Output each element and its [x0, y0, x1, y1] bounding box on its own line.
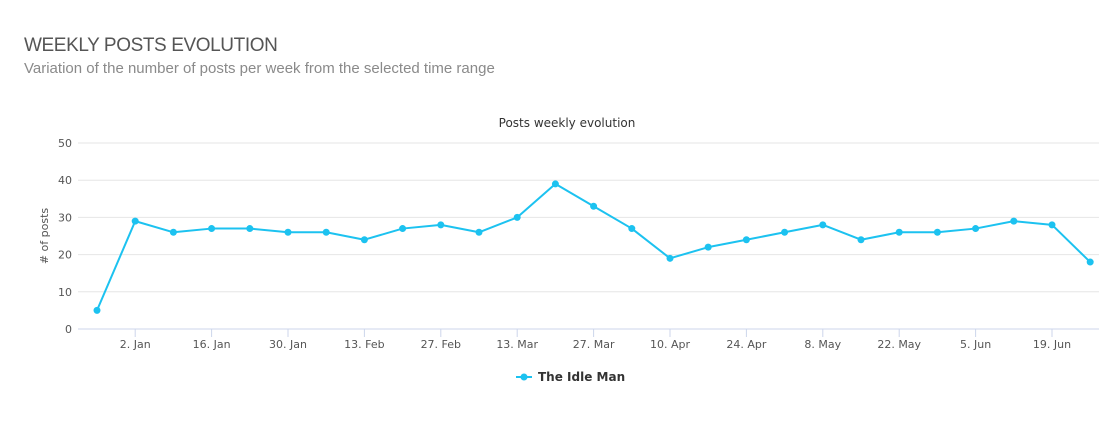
- data-point[interactable]: [1010, 217, 1018, 225]
- legend-marker: [520, 373, 528, 381]
- y-tick-label: 30: [58, 211, 72, 224]
- data-point[interactable]: [399, 225, 407, 233]
- data-point[interactable]: [246, 225, 254, 233]
- x-tick-label: 27. Feb: [421, 338, 461, 351]
- data-point[interactable]: [1048, 221, 1056, 229]
- y-tick-label: 40: [58, 174, 72, 187]
- legend-label[interactable]: The Idle Man: [538, 370, 625, 384]
- y-tick-label: 20: [58, 249, 72, 262]
- data-point[interactable]: [781, 228, 789, 236]
- x-tick-label: 13. Feb: [344, 338, 384, 351]
- data-point[interactable]: [819, 221, 827, 229]
- x-tick-label: 2. Jan: [120, 338, 151, 351]
- gridlines: [78, 142, 1099, 330]
- x-tick-label: 19. Jun: [1033, 338, 1071, 351]
- data-point[interactable]: [742, 236, 750, 244]
- y-tick-label: 10: [58, 286, 72, 299]
- data-point[interactable]: [131, 217, 139, 225]
- data-point[interactable]: [360, 236, 368, 244]
- data-point[interactable]: [437, 221, 445, 229]
- data-point[interactable]: [972, 225, 980, 233]
- data-point[interactable]: [513, 213, 521, 221]
- x-tick-label: 22. May: [877, 338, 921, 351]
- data-point[interactable]: [284, 228, 292, 236]
- data-point[interactable]: [208, 225, 216, 233]
- data-point[interactable]: [1086, 258, 1094, 266]
- page-subtitle: Variation of the number of posts per wee…: [24, 60, 495, 77]
- data-point[interactable]: [169, 228, 177, 236]
- page-header: WEEKLY POSTS EVOLUTION Variation of the …: [24, 35, 495, 79]
- chart-title: Posts weekly evolution: [499, 116, 636, 130]
- y-axis-label: # of posts: [38, 208, 51, 265]
- legend[interactable]: The Idle Man: [516, 370, 625, 384]
- y-tick-label: 0: [65, 323, 72, 336]
- page-title: WEEKLY POSTS EVOLUTION: [24, 35, 278, 56]
- data-point[interactable]: [322, 228, 330, 236]
- x-tick-label: 5. Jun: [960, 338, 991, 351]
- x-axis-ticks: 2. Jan 16. Jan 30. Jan 13. Feb 27. Feb 13. Ma…: [120, 329, 1071, 351]
- y-axis-ticks: 0 10 20 30 40 50: [58, 137, 72, 336]
- x-tick-label: 8. May: [804, 338, 841, 351]
- x-tick-label: 30. Jan: [269, 338, 307, 351]
- data-point[interactable]: [93, 306, 101, 314]
- data-point[interactable]: [590, 202, 598, 210]
- x-tick-label: 16. Jan: [193, 338, 231, 351]
- x-tick-label: 24. Apr: [726, 338, 766, 351]
- data-point[interactable]: [666, 254, 674, 262]
- series-the-idle-man: [93, 180, 1094, 314]
- y-tick-label: 50: [58, 137, 72, 150]
- data-point[interactable]: [551, 180, 559, 188]
- x-tick-label: 13. Mar: [496, 338, 538, 351]
- x-tick-label: 10. Apr: [650, 338, 690, 351]
- data-point[interactable]: [933, 228, 941, 236]
- data-point[interactable]: [475, 228, 483, 236]
- data-point[interactable]: [895, 228, 903, 236]
- data-point[interactable]: [857, 236, 865, 244]
- x-tick-label: 27. Mar: [573, 338, 615, 351]
- data-point[interactable]: [628, 225, 636, 233]
- data-point[interactable]: [704, 243, 712, 251]
